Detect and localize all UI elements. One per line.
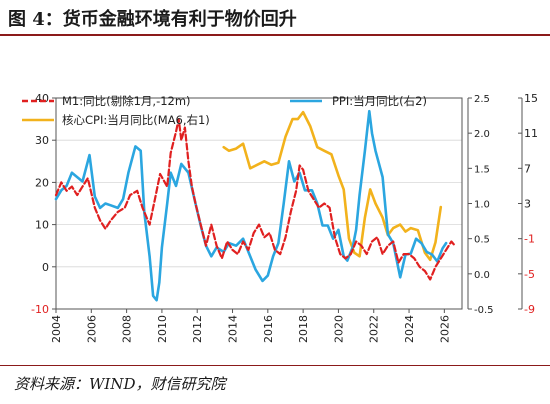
x-tick-label: 2018 bbox=[297, 315, 310, 343]
legend: M1:同比(剔除1月,-12m) PPI:当月同比(右2) 核心CPI:当月同比(M… bbox=[22, 94, 427, 127]
right2-tick-label: 15 bbox=[524, 92, 538, 105]
x-tick-label: 2008 bbox=[121, 315, 134, 343]
series-m1-line bbox=[54, 118, 456, 281]
series-core-cpi-line bbox=[222, 110, 443, 262]
right2-tick-label: 7 bbox=[524, 162, 531, 175]
legend-label: 核心CPI:当月同比(MA6,右1) bbox=[62, 113, 210, 127]
plot-frame bbox=[55, 97, 463, 310]
x-tick-label: 2022 bbox=[368, 315, 381, 343]
right2-tick-label: 3 bbox=[524, 198, 531, 211]
series-layer bbox=[54, 109, 456, 302]
x-tick-label: 2026 bbox=[438, 315, 451, 343]
left-tick-label: 40 bbox=[35, 92, 49, 105]
left-tick-label: 10 bbox=[35, 219, 49, 232]
figure-footer: 资料来源：WIND，财信研究院 bbox=[0, 365, 550, 404]
left-tick-label: 30 bbox=[35, 134, 49, 147]
x-tick-label: 2012 bbox=[191, 315, 204, 343]
right2-tick-label: -1 bbox=[524, 233, 535, 246]
series-ppi-line bbox=[54, 109, 448, 302]
right2-tick-label: 11 bbox=[524, 127, 538, 140]
axis-layer: -10 0 10 20 30 40 -0.5 0.0 0.5 1.0 1.5 2.0 2.5 -9 -5 -1… bbox=[31, 92, 538, 343]
legend-label: M1:同比(剔除1月,-12m) bbox=[62, 94, 191, 108]
right1-tick-label: 0.0 bbox=[474, 270, 490, 281]
right2-tick-label: -9 bbox=[524, 303, 535, 316]
figure-title: 图 4：货币金融环境有利于物价回升 bbox=[8, 9, 297, 30]
right1-tick-label: 2.0 bbox=[474, 129, 490, 140]
right1-tick-label: 1.5 bbox=[474, 164, 490, 175]
header-rule bbox=[0, 34, 550, 36]
left-tick-label: 20 bbox=[35, 176, 49, 189]
x-tick-label: 2024 bbox=[403, 315, 416, 343]
right2-tick-label: -5 bbox=[524, 268, 535, 281]
right1-tick-label: 0.5 bbox=[474, 235, 490, 246]
source-note: 资料来源：WIND，财信研究院 bbox=[14, 375, 226, 393]
legend-label: PPI:当月同比(右2) bbox=[332, 94, 427, 108]
figure-header: 图 4：货币金融环境有利于物价回升 bbox=[0, 0, 550, 36]
x-tick-label: 2016 bbox=[262, 315, 275, 343]
x-tick-label: 2020 bbox=[332, 315, 345, 343]
left-tick-label: 0 bbox=[42, 261, 49, 274]
x-tick-label: 2010 bbox=[156, 315, 169, 343]
x-tick-label: 2006 bbox=[85, 315, 98, 343]
footer-rule bbox=[0, 365, 550, 366]
right1-tick-label: 1.0 bbox=[474, 200, 490, 211]
line-chart: -10 0 10 20 30 40 -0.5 0.0 0.5 1.0 1.5 2.0 2.5 -9 -5 -1… bbox=[22, 92, 538, 343]
x-tick-label: 2014 bbox=[227, 315, 240, 343]
right1-tick-label: 2.5 bbox=[474, 94, 490, 105]
x-tick-label: 2004 bbox=[50, 315, 63, 343]
right1-tick-label: -0.5 bbox=[474, 305, 494, 316]
left-tick-label: -10 bbox=[31, 303, 49, 316]
